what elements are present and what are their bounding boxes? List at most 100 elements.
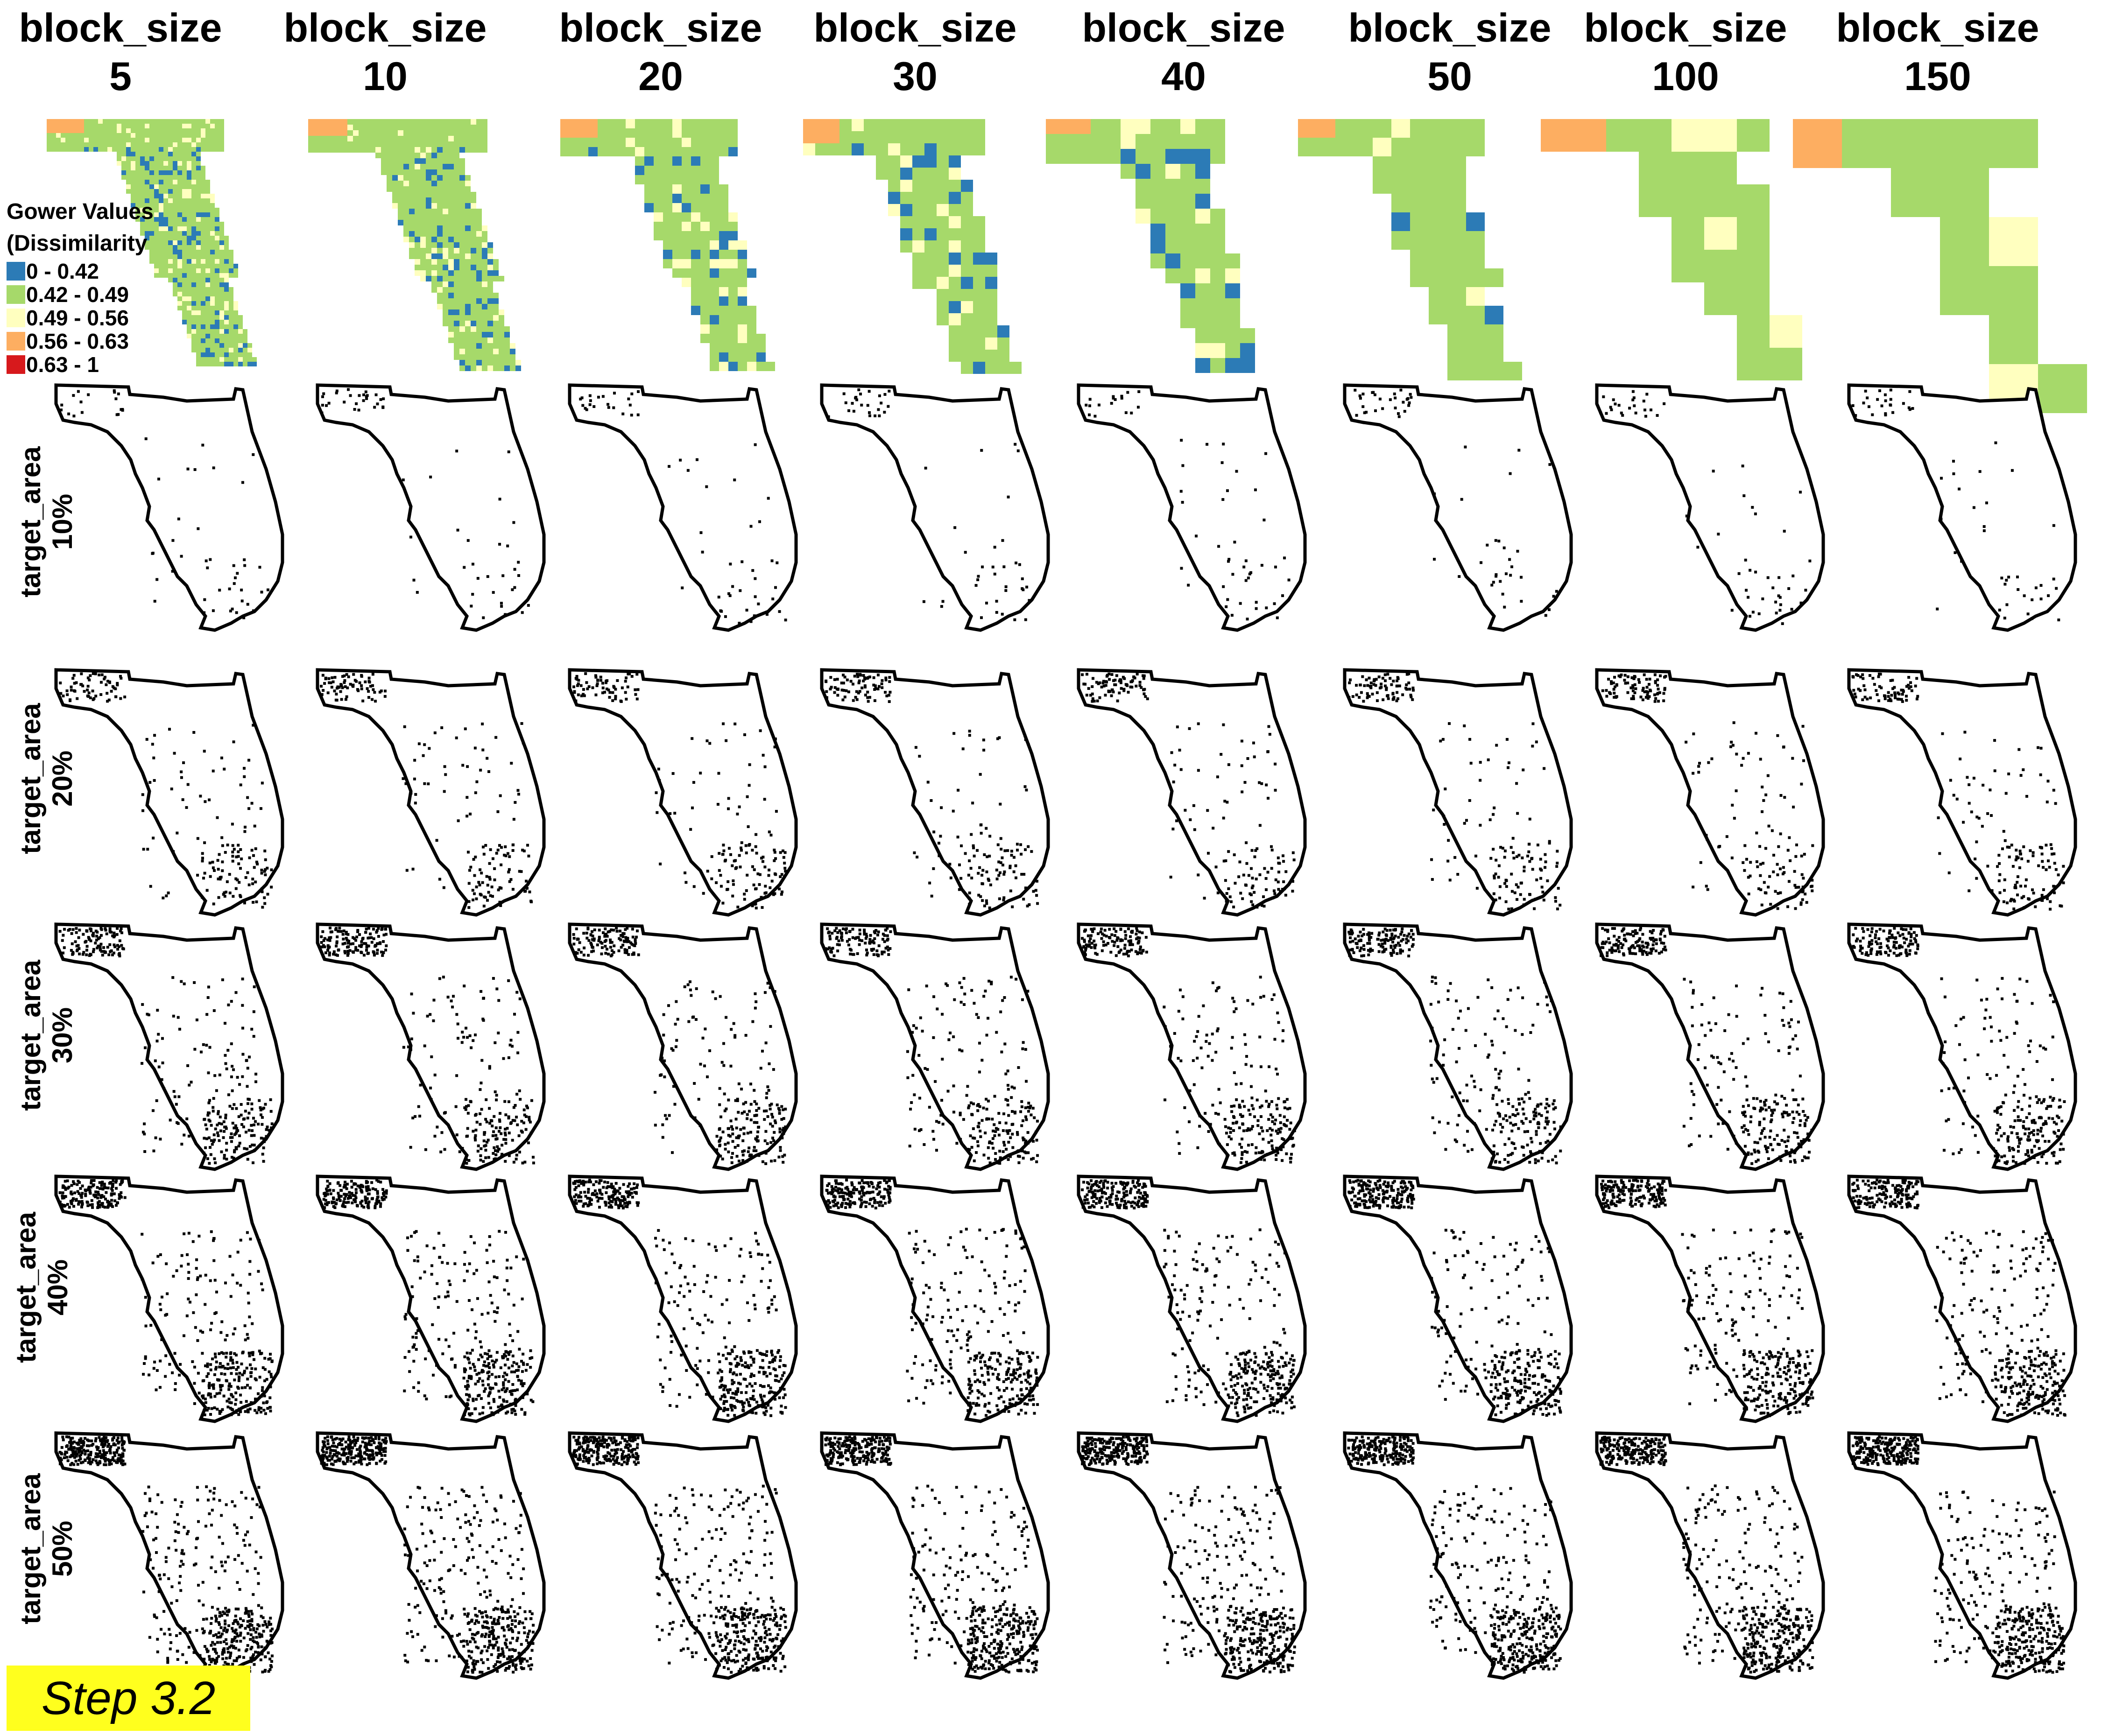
selected-area-dot bbox=[109, 930, 112, 934]
gower-cell bbox=[454, 214, 459, 220]
selected-area-dot bbox=[1907, 676, 1911, 679]
selected-area-dot bbox=[517, 561, 520, 564]
selected-area-dot bbox=[968, 734, 971, 737]
selected-area-dot bbox=[1754, 570, 1757, 574]
gower-cell bbox=[173, 138, 177, 142]
gower-cell bbox=[154, 222, 159, 226]
gower-cell bbox=[493, 298, 499, 304]
selected-area-dot bbox=[1255, 607, 1258, 610]
selected-area-dot bbox=[656, 811, 659, 814]
selected-area-dot bbox=[1035, 894, 1038, 897]
selected-area-dot bbox=[1613, 691, 1616, 695]
gower-cell bbox=[443, 309, 448, 315]
gower-cell bbox=[700, 147, 710, 156]
selected-area-dot bbox=[1261, 904, 1264, 907]
gower-cell bbox=[154, 147, 159, 152]
gower-cell bbox=[1391, 175, 1410, 194]
selected-area-dot bbox=[253, 1144, 256, 1147]
selected-area-dot bbox=[1264, 877, 1268, 880]
gower-cell bbox=[168, 250, 173, 254]
gower-cell bbox=[219, 142, 224, 147]
gower-cell bbox=[691, 222, 700, 231]
selected-area-dot bbox=[473, 1136, 477, 1139]
selected-area-dot bbox=[95, 938, 98, 942]
gower-cell bbox=[700, 278, 710, 287]
selected-area-dot bbox=[1291, 890, 1294, 893]
selected-area-dot bbox=[443, 1148, 446, 1151]
gower-cell bbox=[89, 119, 93, 124]
gower-cell bbox=[937, 228, 949, 240]
gower-cell bbox=[201, 329, 205, 334]
selected-area-dot bbox=[1731, 744, 1735, 747]
gower-cell bbox=[187, 119, 191, 124]
gower-cell bbox=[140, 184, 145, 189]
gower-cell bbox=[1136, 149, 1150, 164]
gower-cell bbox=[454, 304, 459, 309]
selected-area-dot bbox=[1503, 605, 1506, 609]
gower-cell bbox=[1391, 212, 1410, 231]
selected-area-dot bbox=[2031, 851, 2035, 854]
selected-area-dot bbox=[1620, 673, 1623, 676]
gower-cell bbox=[420, 225, 426, 231]
gower-cell bbox=[700, 324, 710, 334]
selected-area-dot bbox=[1533, 907, 1536, 910]
gower-cell bbox=[1672, 250, 1704, 282]
gower-cell bbox=[233, 310, 238, 315]
selected-area-dot bbox=[1794, 886, 1798, 889]
selected-area-dot bbox=[729, 853, 733, 856]
gower-cell bbox=[409, 203, 415, 209]
selected-area-dot bbox=[855, 698, 859, 701]
selected-area-dot bbox=[1268, 733, 1271, 736]
gower-cell bbox=[471, 141, 476, 147]
selected-area-dot bbox=[71, 951, 75, 954]
gower-cell bbox=[121, 147, 126, 152]
gower-cell bbox=[159, 138, 163, 142]
gower-cell bbox=[196, 119, 201, 124]
selected-area-dot bbox=[1997, 879, 2001, 882]
gower-cell bbox=[210, 287, 215, 292]
selected-area-dot bbox=[504, 613, 507, 616]
selected-area-dot bbox=[999, 861, 1002, 864]
selected-area-dot bbox=[1453, 856, 1457, 859]
selected-area-dot bbox=[261, 781, 264, 785]
gower-cell bbox=[973, 228, 985, 240]
selected-area-dot bbox=[222, 1120, 226, 1124]
selected-area-dot bbox=[2011, 864, 2015, 868]
gower-cell bbox=[459, 343, 465, 349]
gower-cell bbox=[482, 147, 487, 153]
gower-cell bbox=[1225, 328, 1240, 343]
gower-cell bbox=[448, 265, 454, 270]
selected-area-dot bbox=[1862, 684, 1866, 687]
gower-cell bbox=[454, 209, 459, 214]
selected-area-dot bbox=[636, 413, 640, 416]
selected-area-dot bbox=[1866, 697, 1869, 701]
selected-area-dot bbox=[1363, 684, 1366, 687]
gower-cell bbox=[487, 248, 493, 253]
selected-area-dot bbox=[1279, 890, 1282, 893]
gower-cell bbox=[409, 136, 415, 141]
selected-area-dot bbox=[2005, 901, 2009, 905]
selected-area-dot bbox=[1469, 761, 1473, 765]
gower-cell bbox=[140, 170, 145, 175]
target-area-map bbox=[1847, 383, 2077, 632]
gower-cell bbox=[420, 175, 426, 181]
gower-cell bbox=[1136, 179, 1150, 194]
target-area-map bbox=[1595, 383, 1825, 632]
gower-cell bbox=[215, 334, 219, 338]
target-area-map bbox=[1847, 668, 2077, 917]
selected-area-dot bbox=[1952, 794, 1955, 797]
selected-area-dot bbox=[1227, 850, 1230, 853]
gower-cell bbox=[387, 153, 392, 158]
selected-area-dot bbox=[739, 589, 742, 592]
selected-area-dot bbox=[1247, 874, 1250, 877]
gower-cell bbox=[159, 184, 163, 189]
gower-cell bbox=[1106, 119, 1121, 134]
selected-area-dot bbox=[218, 1073, 221, 1076]
gower-cell bbox=[182, 254, 187, 259]
gower-cell bbox=[672, 128, 682, 138]
selected-area-dot bbox=[2032, 892, 2035, 895]
selected-area-dot bbox=[237, 850, 240, 853]
gower-cell bbox=[201, 180, 205, 184]
gower-cell bbox=[1447, 138, 1466, 156]
selected-area-dot bbox=[995, 868, 998, 872]
